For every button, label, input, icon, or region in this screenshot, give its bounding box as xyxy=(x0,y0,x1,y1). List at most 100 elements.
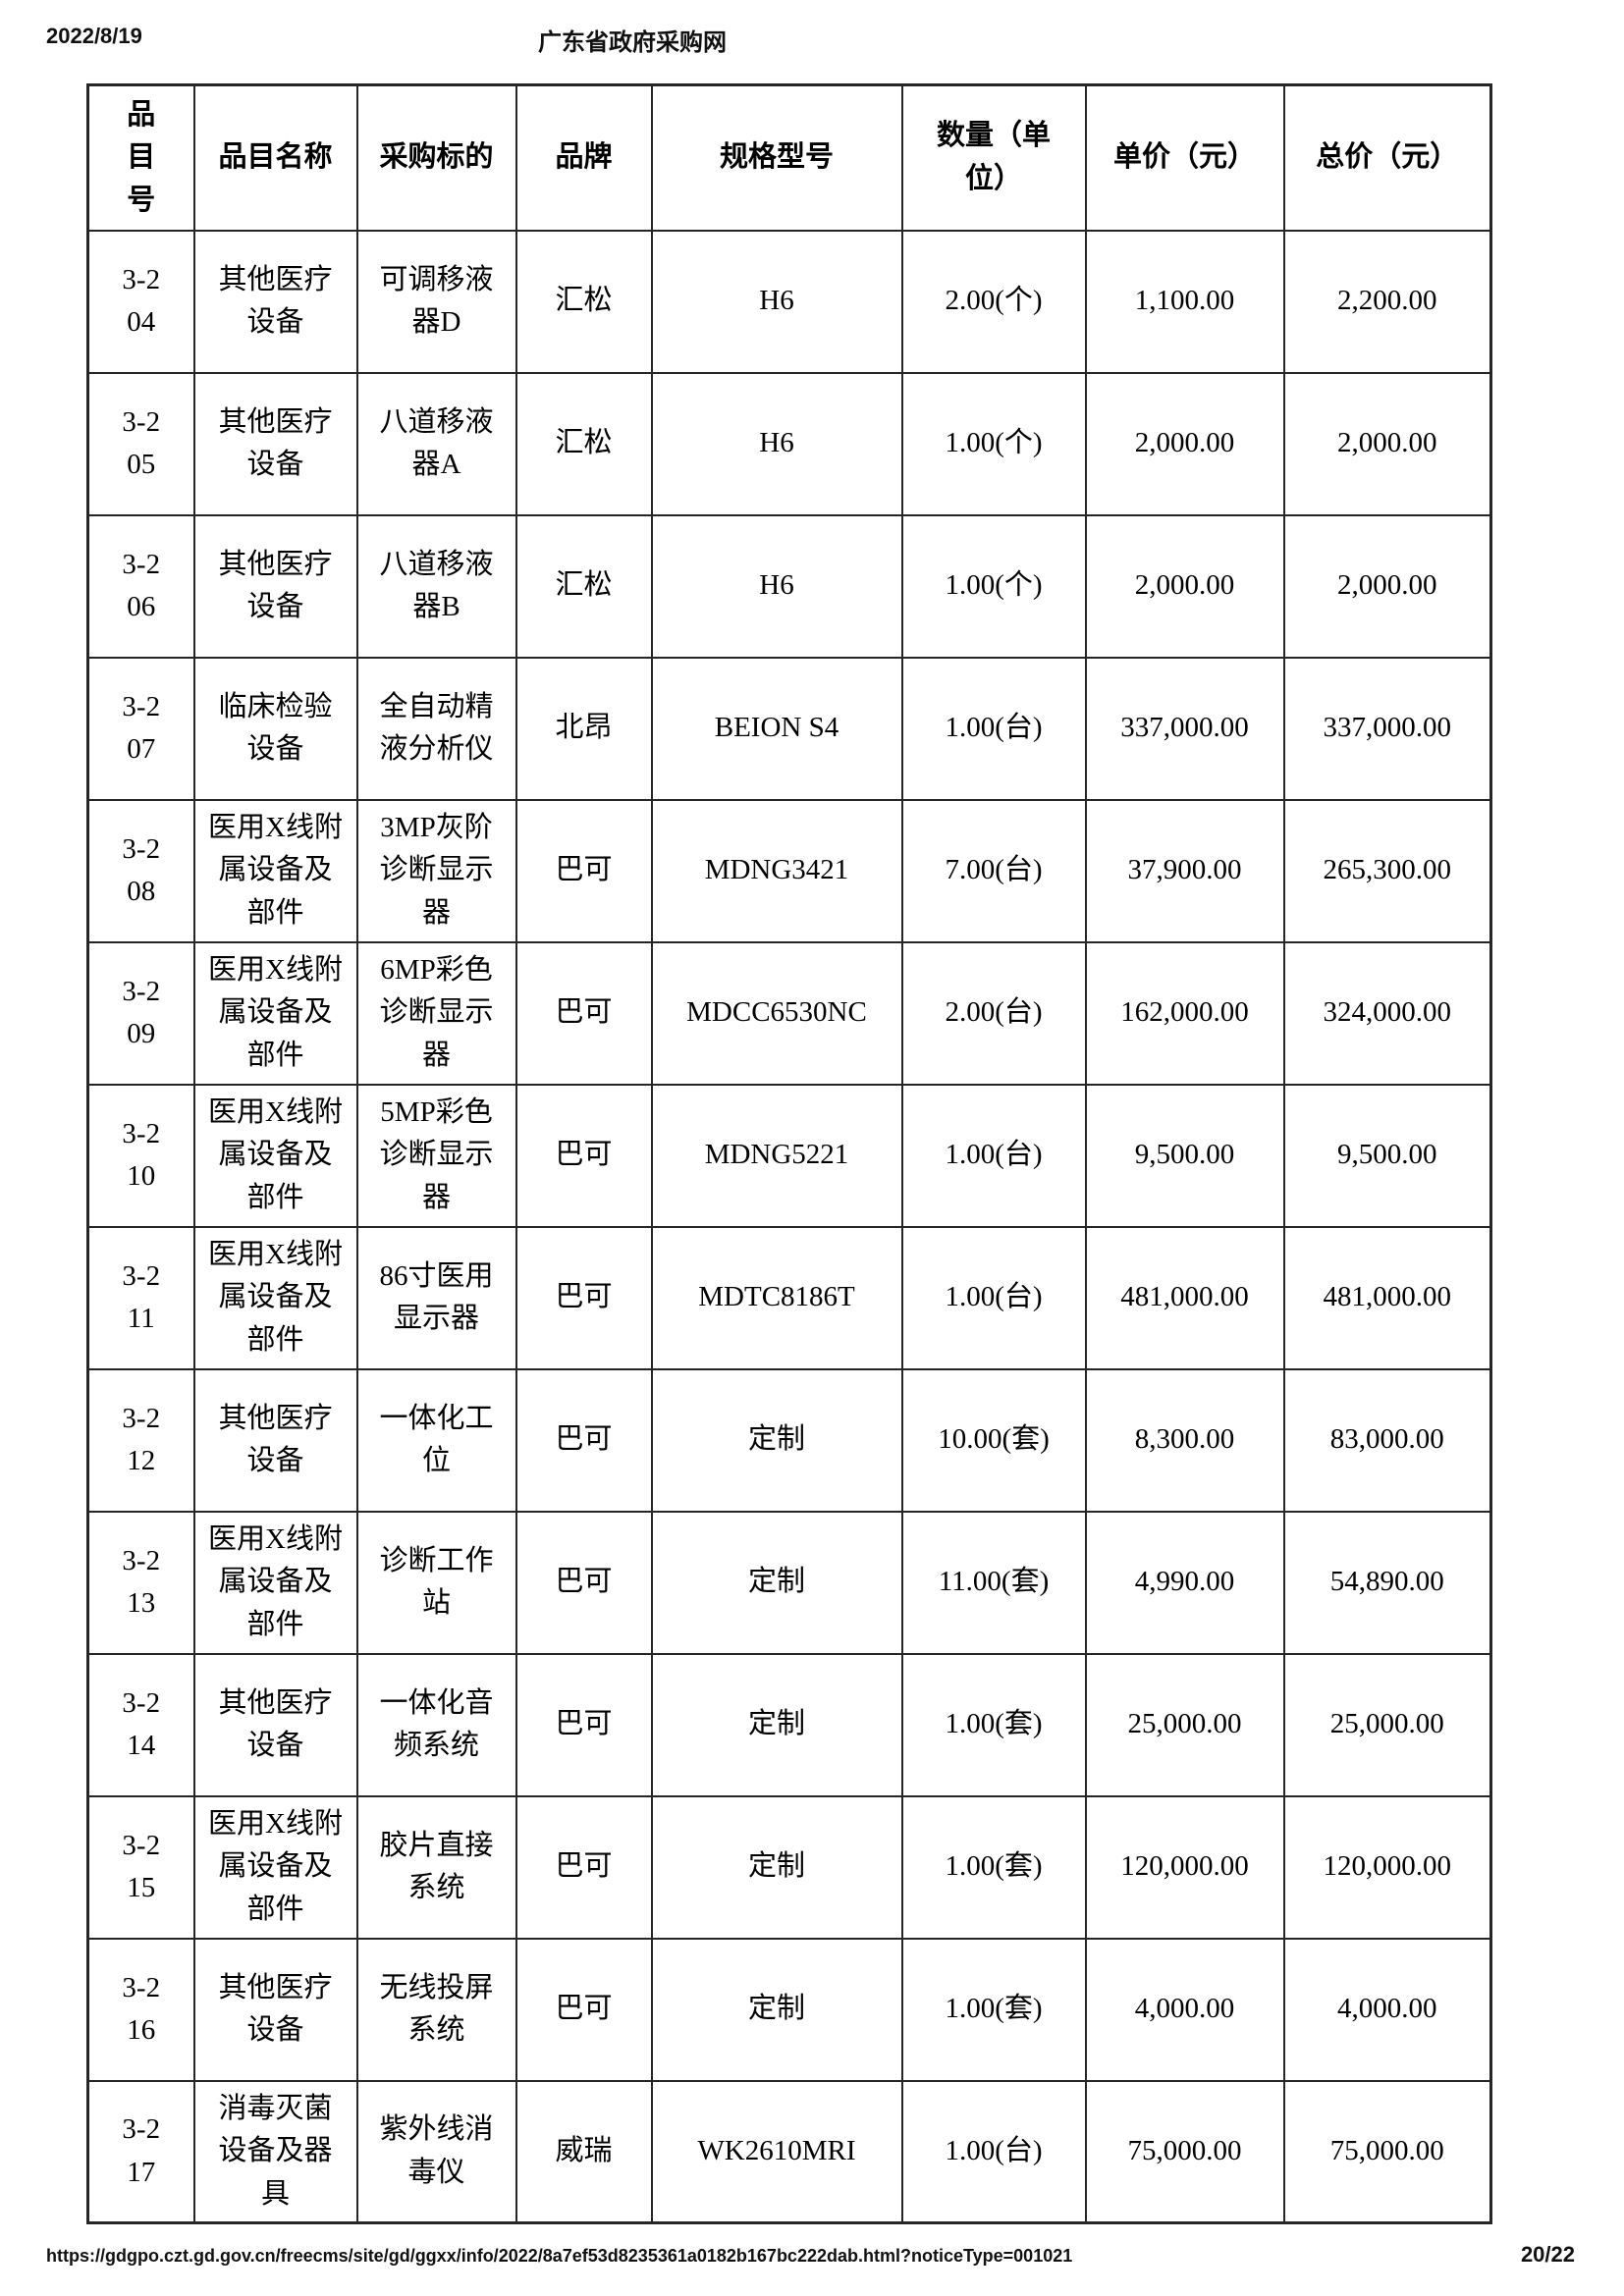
cell-quantity: 1.00(个) xyxy=(900,513,1087,659)
procurement-items-table: 品目号 品目名称 采购标的 品牌 规格型号 数量（单位） 单价（元） 总价（元）… xyxy=(86,83,1492,2224)
column-header-total-price: 总价（元） xyxy=(1282,83,1492,232)
table-row: 3-210 医用X线附属设备及部件 5MP彩色诊断显示器 巴可 MDNG5221… xyxy=(86,1083,1492,1228)
cell-target: 胶片直接系统 xyxy=(355,1794,517,1940)
table-row: 3-213 医用X线附属设备及部件 诊断工作站 巴可 定制 11.00(套) 4… xyxy=(86,1510,1492,1655)
cell-category: 医用X线附属设备及部件 xyxy=(192,798,358,943)
column-header-model: 规格型号 xyxy=(650,83,903,232)
table-row: 3-217 消毒灭菌设备及器具 紫外线消毒仪 威瑞 WK2610MRI 1.00… xyxy=(86,2079,1492,2224)
cell-target: 八道移液器B xyxy=(355,513,517,659)
cell-item-no: 3-205 xyxy=(86,371,195,516)
cell-brand: 汇松 xyxy=(514,371,653,516)
site-title: 广东省政府采购网 xyxy=(538,29,727,56)
table-row: 3-215 医用X线附属设备及部件 胶片直接系统 巴可 定制 1.00(套) 1… xyxy=(86,1794,1492,1940)
table-row: 3-212 其他医疗设备 一体化工位 巴可 定制 10.00(套) 8,300.… xyxy=(86,1367,1492,1513)
cell-total-price: 265,300.00 xyxy=(1282,798,1492,943)
cell-unit-price: 337,000.00 xyxy=(1084,656,1285,801)
cell-total-price: 337,000.00 xyxy=(1282,656,1492,801)
cell-brand: 巴可 xyxy=(514,1794,653,1940)
cell-total-price: 324,000.00 xyxy=(1282,940,1492,1086)
table-header: 品目号 品目名称 采购标的 品牌 规格型号 数量（单位） 单价（元） 总价（元） xyxy=(86,83,1492,232)
cell-model: 定制 xyxy=(650,1794,903,1940)
cell-category: 医用X线附属设备及部件 xyxy=(192,1083,358,1228)
cell-total-price: 9,500.00 xyxy=(1282,1083,1492,1228)
cell-model: WK2610MRI xyxy=(650,2079,903,2224)
cell-category: 其他医疗设备 xyxy=(192,1937,358,2082)
cell-target: 可调移液器D xyxy=(355,229,517,374)
cell-brand: 巴可 xyxy=(514,1083,653,1228)
cell-item-no: 3-204 xyxy=(86,229,195,374)
cell-brand: 巴可 xyxy=(514,940,653,1086)
cell-model: BEION S4 xyxy=(650,656,903,801)
cell-model: MDCC6530NC xyxy=(650,940,903,1086)
cell-unit-price: 120,000.00 xyxy=(1084,1794,1285,1940)
cell-quantity: 2.00(个) xyxy=(900,229,1087,374)
cell-quantity: 11.00(套) xyxy=(900,1510,1087,1655)
cell-item-no: 3-215 xyxy=(86,1794,195,1940)
cell-target: 诊断工作站 xyxy=(355,1510,517,1655)
cell-model: H6 xyxy=(650,229,903,374)
cell-brand: 巴可 xyxy=(514,1652,653,1797)
cell-unit-price: 9,500.00 xyxy=(1084,1083,1285,1228)
cell-target: 一体化工位 xyxy=(355,1367,517,1513)
cell-item-no: 3-213 xyxy=(86,1510,195,1655)
table-row: 3-211 医用X线附属设备及部件 86寸医用显示器 巴可 MDTC8186T … xyxy=(86,1225,1492,1370)
cell-quantity: 1.00(台) xyxy=(900,1225,1087,1370)
cell-model: H6 xyxy=(650,371,903,516)
cell-total-price: 2,000.00 xyxy=(1282,513,1492,659)
cell-target: 紫外线消毒仪 xyxy=(355,2079,517,2224)
cell-model: 定制 xyxy=(650,1510,903,1655)
cell-quantity: 1.00(套) xyxy=(900,1937,1087,2082)
cell-quantity: 1.00(个) xyxy=(900,371,1087,516)
cell-category: 其他医疗设备 xyxy=(192,229,358,374)
cell-unit-price: 2,000.00 xyxy=(1084,513,1285,659)
table-row: 3-206 其他医疗设备 八道移液器B 汇松 H6 1.00(个) 2,000.… xyxy=(86,513,1492,659)
cell-category: 其他医疗设备 xyxy=(192,371,358,516)
cell-quantity: 1.00(套) xyxy=(900,1794,1087,1940)
cell-category: 医用X线附属设备及部件 xyxy=(192,940,358,1086)
cell-quantity: 2.00(台) xyxy=(900,940,1087,1086)
table-row: 3-209 医用X线附属设备及部件 6MP彩色诊断显示器 巴可 MDCC6530… xyxy=(86,940,1492,1086)
cell-quantity: 10.00(套) xyxy=(900,1367,1087,1513)
cell-quantity: 1.00(套) xyxy=(900,1652,1087,1797)
cell-total-price: 54,890.00 xyxy=(1282,1510,1492,1655)
cell-target: 86寸医用显示器 xyxy=(355,1225,517,1370)
cell-quantity: 7.00(台) xyxy=(900,798,1087,943)
cell-unit-price: 37,900.00 xyxy=(1084,798,1285,943)
cell-item-no: 3-216 xyxy=(86,1937,195,2082)
cell-item-no: 3-211 xyxy=(86,1225,195,1370)
table-row: 3-214 其他医疗设备 一体化音频系统 巴可 定制 1.00(套) 25,00… xyxy=(86,1652,1492,1797)
table-row: 3-207 临床检验设备 全自动精液分析仪 北昂 BEION S4 1.00(台… xyxy=(86,656,1492,801)
cell-item-no: 3-208 xyxy=(86,798,195,943)
cell-category: 其他医疗设备 xyxy=(192,1652,358,1797)
cell-total-price: 2,200.00 xyxy=(1282,229,1492,374)
cell-unit-price: 481,000.00 xyxy=(1084,1225,1285,1370)
cell-model: MDNG3421 xyxy=(650,798,903,943)
cell-total-price: 75,000.00 xyxy=(1282,2079,1492,2224)
table-row: 3-216 其他医疗设备 无线投屏系统 巴可 定制 1.00(套) 4,000.… xyxy=(86,1937,1492,2082)
cell-total-price: 25,000.00 xyxy=(1282,1652,1492,1797)
cell-model: H6 xyxy=(650,513,903,659)
cell-item-no: 3-207 xyxy=(86,656,195,801)
cell-category: 临床检验设备 xyxy=(192,656,358,801)
cell-brand: 巴可 xyxy=(514,1367,653,1513)
page-number: 20/22 xyxy=(1520,2242,1575,2267)
cell-model: 定制 xyxy=(650,1367,903,1513)
cell-target: 无线投屏系统 xyxy=(355,1937,517,2082)
cell-item-no: 3-217 xyxy=(86,2079,195,2224)
cell-unit-price: 1,100.00 xyxy=(1084,229,1285,374)
cell-target: 一体化音频系统 xyxy=(355,1652,517,1797)
cell-unit-price: 4,000.00 xyxy=(1084,1937,1285,2082)
cell-total-price: 83,000.00 xyxy=(1282,1367,1492,1513)
cell-unit-price: 2,000.00 xyxy=(1084,371,1285,516)
cell-quantity: 1.00(台) xyxy=(900,656,1087,801)
cell-brand: 威瑞 xyxy=(514,2079,653,2224)
print-header-date: 2022/8/19 xyxy=(46,24,142,48)
table-row: 3-208 医用X线附属设备及部件 3MP灰阶诊断显示器 巴可 MDNG3421… xyxy=(86,798,1492,943)
column-header-category: 品目名称 xyxy=(192,83,358,232)
table-row: 3-205 其他医疗设备 八道移液器A 汇松 H6 1.00(个) 2,000.… xyxy=(86,371,1492,516)
cell-category: 医用X线附属设备及部件 xyxy=(192,1510,358,1655)
cell-target: 八道移液器A xyxy=(355,371,517,516)
cell-item-no: 3-212 xyxy=(86,1367,195,1513)
cell-brand: 巴可 xyxy=(514,1937,653,2082)
table-row: 3-204 其他医疗设备 可调移液器D 汇松 H6 2.00(个) 1,100.… xyxy=(86,229,1492,374)
